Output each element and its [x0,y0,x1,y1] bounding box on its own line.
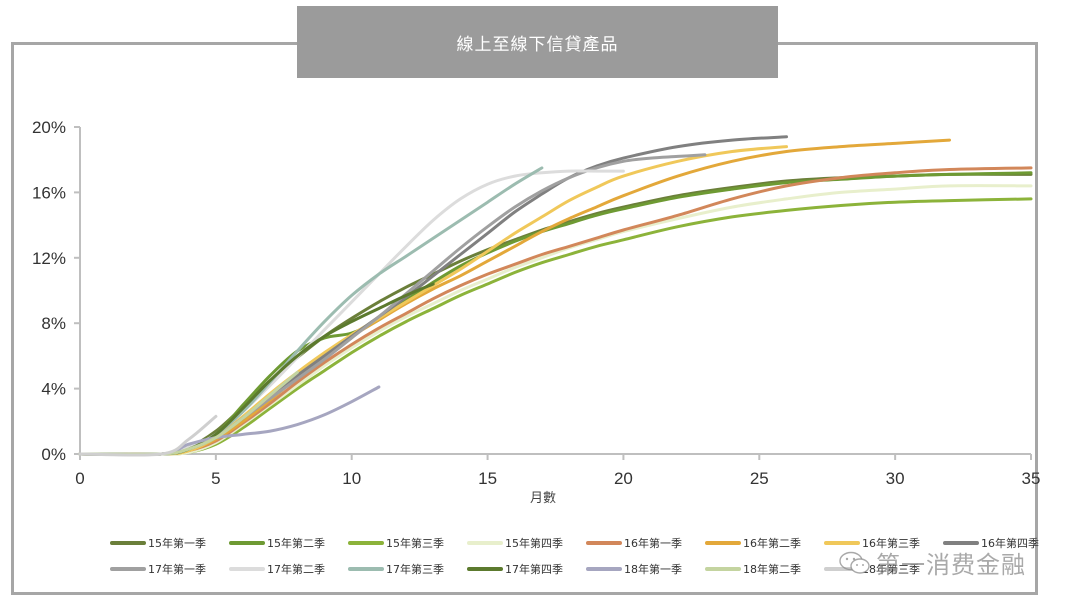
legend-item: 16年第三季 [814,535,933,551]
legend-swatch [467,541,503,545]
legend-item: 15年第一季 [100,535,219,551]
legend-swatch [348,567,384,571]
series-line-2 [78,197,1033,456]
legend-label: 18年第二季 [743,563,801,576]
legend-row: 17年第一季 17年第二季 17年第三季 17年第四季 18年第一季 18年第二季 18年第… [100,556,1060,582]
legend-item: 18年第二季 [695,561,814,577]
chart-frame [11,42,1038,595]
legend-label: 15年第四季 [505,537,563,550]
y-tick-label: 12% [32,249,66,268]
legend-swatch [943,541,979,545]
chart-title: 線上至線下信貸產品 [297,6,778,78]
series-line-7 [78,135,788,456]
x-tick-label: 15 [478,469,497,488]
legend-item: 17年第四季 [457,561,576,577]
series-line-6 [78,145,788,456]
axes: 0% 4% 8% 12% 16% 20% 0 5 10 15 20 25 30 35 [32,118,1040,488]
series-line-4 [78,166,1033,456]
y-tick-label: 16% [32,183,66,202]
legend-item: 15年第四季 [457,535,576,551]
x-tick-label: 35 [1022,469,1041,488]
legend-swatch [705,567,741,571]
legend-swatch [586,541,622,545]
x-tick-label: 30 [886,469,905,488]
x-tick-label: 25 [750,469,769,488]
series-line-11 [78,282,435,456]
legend-label: 16年第四季 [981,537,1039,550]
legend-label: 18年第三季 [862,563,920,576]
legend-label: 16年第三季 [862,537,920,550]
legend-label: 18年第一季 [624,563,682,576]
legend-swatch [229,541,265,545]
x-tick-label: 10 [342,469,361,488]
legend-swatch [229,567,265,571]
legend-label: 16年第一季 [624,537,682,550]
y-tick-label: 8% [41,314,66,333]
legend-label: 17年第四季 [505,563,563,576]
watermark-text: 第一消费金融 [876,551,1026,579]
legend-swatch [705,541,741,545]
legend-item: 18年第一季 [576,561,695,577]
y-tick-label: 4% [41,380,66,399]
legend-item: 17年第三季 [338,561,457,577]
legend-swatch [824,567,860,571]
series-line-0 [78,172,1033,456]
legend-label: 16年第二季 [743,537,801,550]
legend-item: 15年第二季 [219,535,338,551]
x-tick-label: 5 [211,469,220,488]
legend-label: 15年第一季 [148,537,206,550]
legend-swatch [110,541,146,545]
legend-item: 16年第二季 [695,535,814,551]
legend: 15年第一季 15年第二季 15年第三季 15年第四季 16年第一季 16年第二季 16年第… [100,530,1060,582]
series-line-14 [78,414,218,457]
series-line-5 [78,138,951,456]
legend-label: 17年第一季 [148,563,206,576]
legend-item: 15年第三季 [338,535,457,551]
legend-swatch [467,567,503,571]
legend-label: 15年第二季 [267,537,325,550]
x-tick-label: 20 [614,469,633,488]
legend-item: 17年第二季 [219,561,338,577]
watermark: 第一消费金融 [838,545,1026,580]
legend-swatch [348,541,384,545]
x-axis-label: 月數 [530,491,556,506]
legend-item: 16年第四季 [933,535,1052,551]
series-line-9 [78,169,625,456]
series-lines [78,135,1033,457]
wechat-icon [839,551,870,574]
legend-swatch [110,567,146,571]
legend-swatch [586,567,622,571]
legend-item: 17年第一季 [100,561,219,577]
legend-label: 17年第三季 [386,563,444,576]
y-tick-label: 0% [41,445,66,464]
legend-swatch [824,541,860,545]
legend-row: 15年第一季 15年第二季 15年第三季 15年第四季 16年第一季 16年第二季 16年第… [100,530,1060,556]
series-line-1 [78,171,1033,456]
x-tick-label: 0 [75,469,84,488]
legend-item: 18年第三季 [814,561,933,577]
legend-label: 15年第三季 [386,537,444,550]
series-line-10 [78,166,544,456]
legend-item: 16年第一季 [576,535,695,551]
legend-label: 17年第二季 [267,563,325,576]
y-tick-label: 20% [32,118,66,137]
